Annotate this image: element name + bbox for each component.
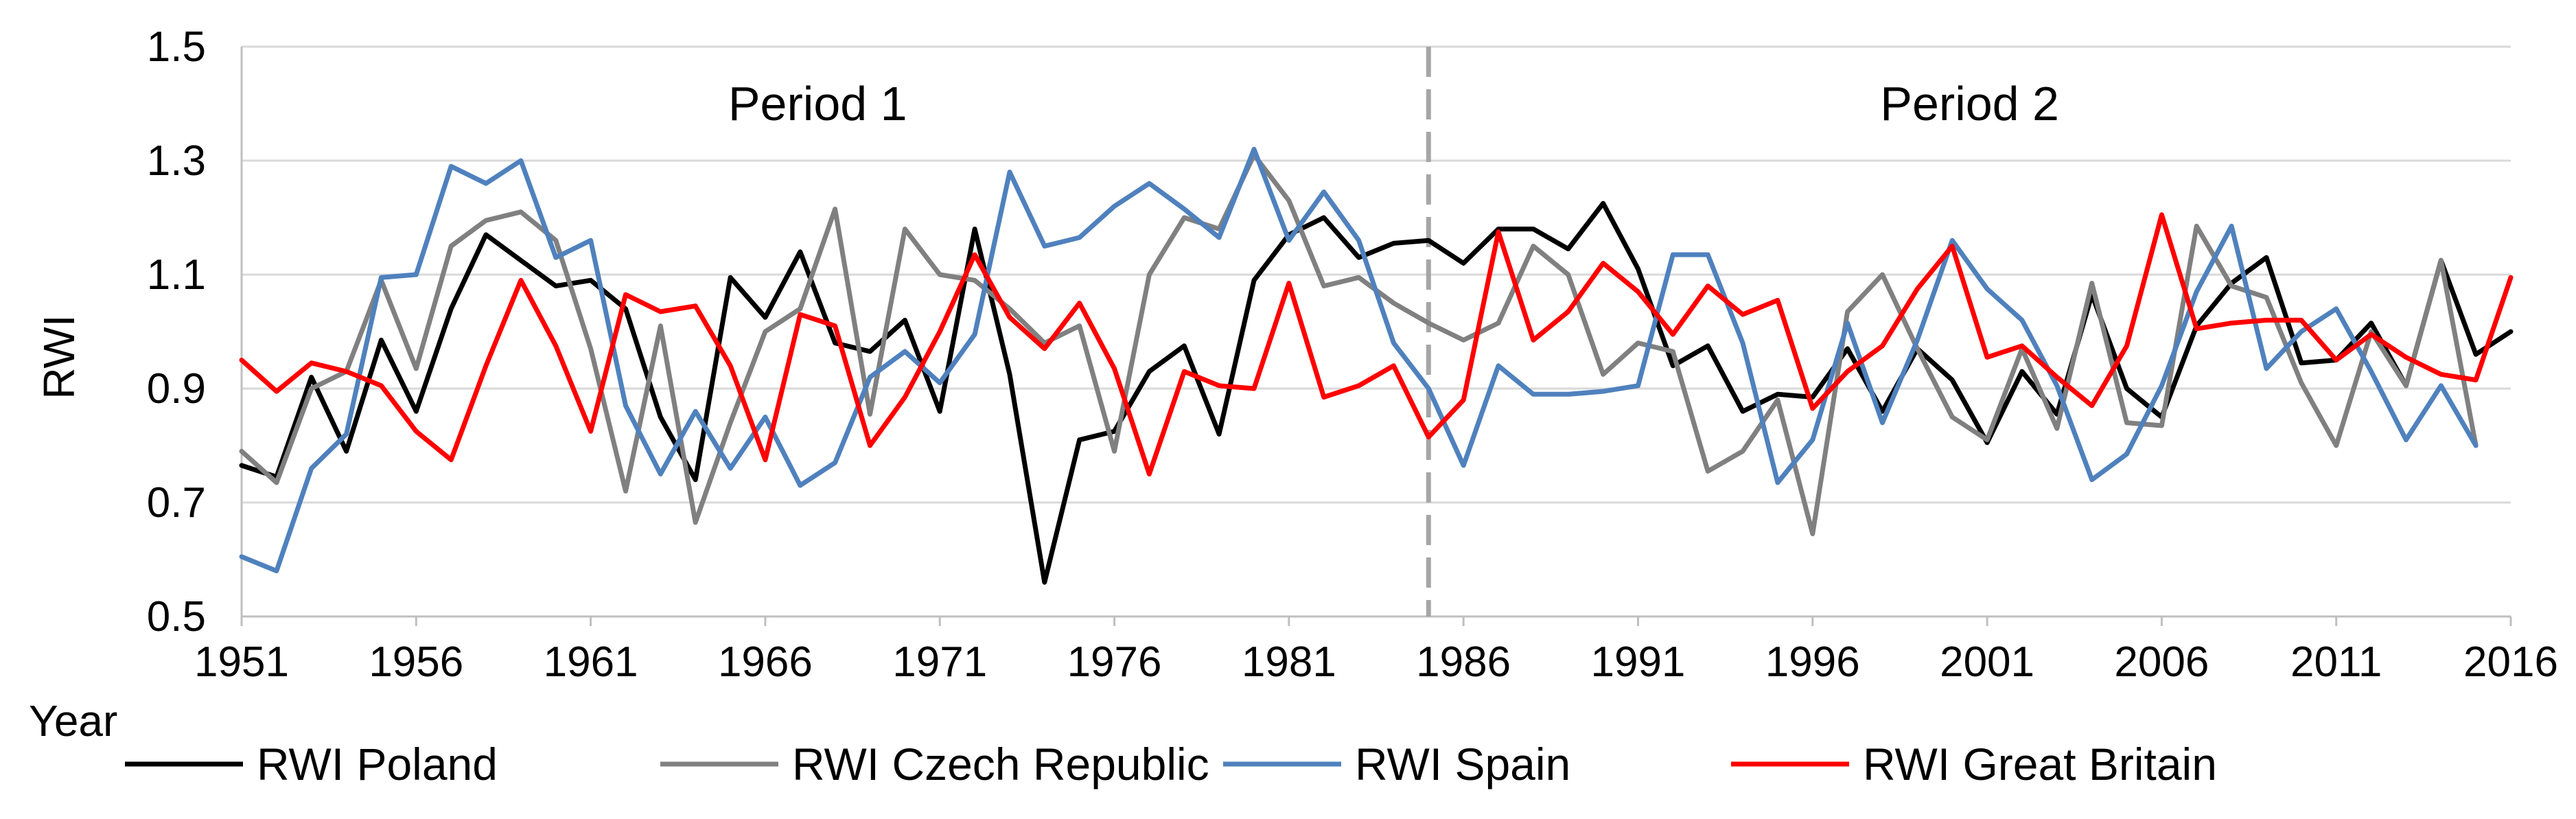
y-tick-label: 1.3: [147, 137, 206, 185]
period-label: Period 2: [1880, 77, 2059, 130]
x-tick-label: 1951: [194, 638, 289, 686]
legend-label-rwi-great-britain: RWI Great Britain: [1863, 739, 2217, 789]
x-tick-label: 2006: [2114, 638, 2209, 686]
legend-label-rwi-spain: RWI Spain: [1355, 739, 1570, 789]
period-annotations: Period 1 Period 2: [728, 77, 2059, 130]
y-tick-label: 0.7: [147, 479, 206, 527]
x-tick-label: 1956: [369, 638, 463, 686]
x-tick-label: 1981: [1242, 638, 1336, 686]
x-axis-title: Year: [29, 696, 117, 746]
y-tick-label: 0.5: [147, 593, 206, 641]
y-tick-label: 0.9: [147, 365, 206, 413]
series-lines: [239, 146, 2514, 585]
x-tick-label: 1986: [1416, 638, 1511, 686]
series-line-rwi-poland: [239, 200, 2514, 585]
x-tick-label: 1961: [544, 638, 638, 686]
y-tick-labels: 0.5 0.7 0.9 1.1 1.3 1.5: [147, 23, 206, 641]
period-label: Period 1: [728, 77, 907, 130]
series-line-rwi-czech-republic: [239, 152, 2479, 537]
x-tick-label: 2011: [2290, 638, 2382, 686]
x-tick-labels: 1951 1956 1961 1966 1971 1976 1981 1986 1991 1996…: [194, 638, 2558, 686]
legend-label-rwi-czech-republic: RWI Czech Republic: [792, 739, 1209, 789]
x-tick-label: 1991: [1590, 638, 1685, 686]
x-tick-label: 1996: [1765, 638, 1860, 686]
legend: RWI Poland RWI Czech Republic RWI Spain RWI…: [125, 739, 2217, 789]
y-tick-label: 1.1: [147, 251, 206, 299]
y-tick-label: 1.5: [147, 23, 206, 71]
series-line-rwi-spain: [239, 146, 2479, 574]
series-line-rwi-great-britain: [239, 212, 2514, 476]
x-tick-label: 1966: [718, 638, 813, 686]
x-tick-label: 1971: [892, 638, 987, 686]
x-tick-label: 1976: [1067, 638, 1162, 686]
axes: [240, 47, 2512, 626]
x-tick-label: 2016: [2463, 638, 2558, 686]
legend-label-rwi-poland: RWI Poland: [257, 739, 498, 789]
x-tick-label: 2001: [1940, 638, 2034, 686]
y-axis-title: RWI: [34, 314, 84, 399]
